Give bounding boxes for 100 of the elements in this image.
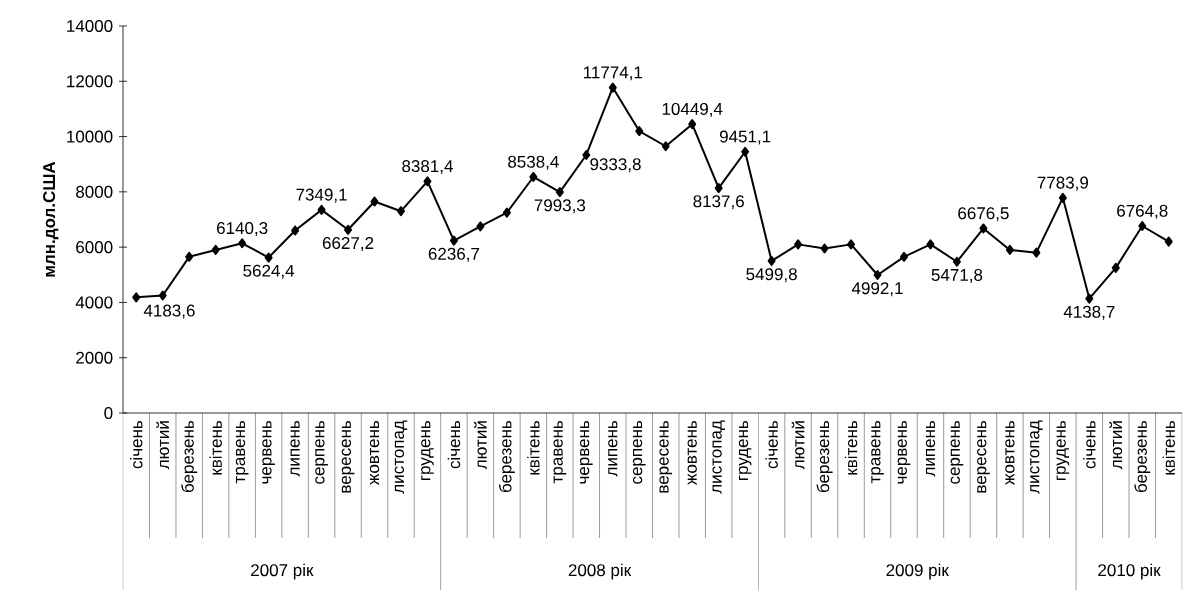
point <box>820 243 829 254</box>
x-tick-label: лютий <box>1109 421 1123 470</box>
y-axis-title: млн.дол.США <box>43 161 59 277</box>
point <box>502 207 511 218</box>
data-label: 4183,6 <box>143 304 195 319</box>
data-label: 10449,4 <box>662 102 723 117</box>
x-tick-label: квітень <box>209 420 222 475</box>
x-tick-label: жовтень <box>369 420 380 485</box>
x-tick-label: серпень <box>632 420 646 484</box>
point <box>1111 262 1120 273</box>
point <box>952 256 961 267</box>
x-tick-label: грудень <box>1056 420 1070 481</box>
x-tick-label: січень <box>130 420 143 469</box>
x-tick-label: листопад <box>1030 420 1043 494</box>
x-tick-label: січень <box>1083 420 1096 469</box>
y-tick-label: 10000 <box>67 130 113 143</box>
point <box>608 82 617 93</box>
x-tick-label: грудень <box>421 420 434 481</box>
point <box>291 225 300 236</box>
point <box>926 239 935 250</box>
x-tick-label: березень <box>181 420 198 493</box>
point <box>767 255 776 266</box>
text: 2010 рік <box>1098 563 1161 580</box>
point <box>794 239 803 250</box>
text: 2008 рік <box>568 563 632 580</box>
x-tick-label: квітень <box>527 420 540 475</box>
text: 2009 рік <box>886 563 949 580</box>
x-tick-label: лютий <box>156 421 170 470</box>
x-tick-label: травень <box>553 420 567 484</box>
data-label: 9333,8 <box>590 158 641 173</box>
x-tick-label: січень <box>765 420 778 469</box>
x-tick-label: березень <box>1134 420 1151 493</box>
y-tick-label: 6000 <box>76 241 113 254</box>
point <box>132 292 141 303</box>
x-tick-label: травень <box>235 420 249 484</box>
data-label: 8137,6 <box>693 195 744 210</box>
point <box>211 244 220 255</box>
y-tick-label: 4000 <box>75 296 113 309</box>
point <box>158 290 167 301</box>
x-tick-label: червень <box>897 420 911 484</box>
point <box>741 146 750 157</box>
y-tick-label: 2000 <box>76 351 113 364</box>
point <box>1085 293 1094 304</box>
data-label: 5471,8 <box>931 268 983 283</box>
point <box>529 171 538 182</box>
point <box>449 235 458 246</box>
x-tick-label: жовтень <box>1005 420 1015 485</box>
x-tick-label: липень <box>290 420 300 477</box>
data-label: 6764,8 <box>1117 204 1168 219</box>
data-label: 6676,5 <box>958 207 1009 222</box>
point <box>370 196 379 207</box>
point <box>1058 192 1067 203</box>
point <box>185 251 194 262</box>
data-label: 4138,7 <box>1063 305 1115 320</box>
point <box>582 149 591 160</box>
data-label: 7993,3 <box>534 199 586 214</box>
x-tick-label: вересень <box>341 420 355 493</box>
point <box>344 224 353 235</box>
point <box>847 239 856 250</box>
point <box>238 238 247 249</box>
data-label: 5499,8 <box>746 268 797 283</box>
point <box>476 221 485 232</box>
x-tick-label: червень <box>262 420 275 484</box>
x-tick-label: липень <box>608 420 618 477</box>
data-label: 6627,2 <box>322 237 374 252</box>
x-tick-label: березень <box>498 420 515 493</box>
x-tick-label: січень <box>447 420 461 469</box>
x-tick-label: серпень <box>950 420 964 484</box>
point <box>423 176 432 187</box>
point <box>396 206 405 217</box>
x-tick-label: квітень <box>844 420 858 475</box>
x-tick-label: листопад <box>394 420 408 494</box>
x-tick-label: липень <box>925 420 936 477</box>
data-label: 9451,1 <box>719 130 771 145</box>
point <box>714 183 723 194</box>
y-tick-label: 8000 <box>76 185 113 198</box>
x-tick-label: вересень <box>659 420 673 493</box>
data-label: 8381,4 <box>402 160 453 175</box>
x-tick-label: травень <box>871 420 884 484</box>
point <box>661 141 670 152</box>
point <box>688 119 697 130</box>
point <box>317 204 326 215</box>
point <box>1005 244 1014 255</box>
data-label: 5624,4 <box>243 264 295 279</box>
x-tick-label: серпень <box>315 420 328 484</box>
data-label: 8538,4 <box>508 155 559 170</box>
y-tick-label: 14000 <box>67 19 113 33</box>
data-label: 7349,1 <box>296 188 347 203</box>
point <box>873 270 882 281</box>
y-tick-label: 12000 <box>67 75 113 88</box>
point <box>264 252 273 263</box>
data-label: 11774,1 <box>583 66 643 81</box>
x-tick-label: червень <box>579 420 593 484</box>
text: 2007 рік <box>251 563 314 580</box>
x-tick-label: жовтень <box>687 420 697 485</box>
point <box>899 251 908 262</box>
x-tick-label: листопад <box>712 420 725 494</box>
x-tick-label: квітень <box>1162 420 1175 475</box>
x-tick-label: вересень <box>977 420 990 493</box>
data-label: 4992,1 <box>851 282 903 297</box>
